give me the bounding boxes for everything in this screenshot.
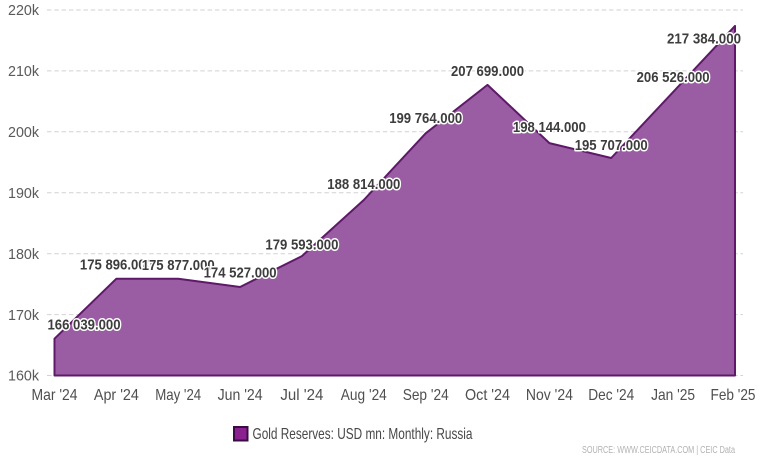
svg-text:207 699.000: 207 699.000 <box>451 63 524 80</box>
svg-text:198 144.000: 198 144.000 <box>513 119 586 136</box>
svg-text:Jun '24: Jun '24 <box>218 387 263 404</box>
svg-text:Jul '24: Jul '24 <box>280 387 323 404</box>
svg-text:195 707.000: 195 707.000 <box>575 137 648 154</box>
svg-text:210k: 210k <box>8 63 39 80</box>
svg-text:174 527.000: 174 527.000 <box>204 265 277 282</box>
svg-text:200k: 200k <box>8 124 39 141</box>
svg-text:166 039.000: 166 039.000 <box>48 317 121 334</box>
svg-text:Feb '25: Feb '25 <box>711 387 756 404</box>
svg-text:Mar '24: Mar '24 <box>32 387 78 404</box>
svg-text:Oct '24: Oct '24 <box>465 387 510 404</box>
svg-text:Sep '24: Sep '24 <box>403 387 449 404</box>
svg-text:Dec '24: Dec '24 <box>588 387 634 404</box>
svg-text:206 526.000: 206 526.000 <box>637 69 710 86</box>
svg-text:Nov '24: Nov '24 <box>526 387 573 404</box>
svg-text:Gold Reserves: USD mn: Monthly: Gold Reserves: USD mn: Monthly: Russia <box>253 426 473 443</box>
svg-text:175 877.000: 175 877.000 <box>142 257 215 274</box>
svg-text:SOURCE: WWW.CEICDATA.COM | CEI: SOURCE: WWW.CEICDATA.COM | CEIC Data <box>582 445 735 456</box>
svg-text:179 593.000: 179 593.000 <box>265 237 338 254</box>
svg-text:Aug '24: Aug '24 <box>341 387 387 404</box>
svg-text:175 896.000: 175 896.000 <box>80 257 153 274</box>
svg-text:220k: 220k <box>8 2 39 19</box>
svg-text:Apr '24: Apr '24 <box>94 387 139 404</box>
svg-text:May '24: May '24 <box>155 387 201 404</box>
svg-text:160k: 160k <box>8 368 39 385</box>
svg-text:190k: 190k <box>8 185 39 202</box>
svg-text:188 814.000: 188 814.000 <box>327 176 400 193</box>
svg-text:Jan '25: Jan '25 <box>651 387 695 404</box>
svg-text:199 764.000: 199 764.000 <box>389 110 462 127</box>
svg-text:180k: 180k <box>8 246 39 263</box>
svg-text:170k: 170k <box>8 307 39 324</box>
svg-text:217 384.000: 217 384.000 <box>667 31 741 48</box>
